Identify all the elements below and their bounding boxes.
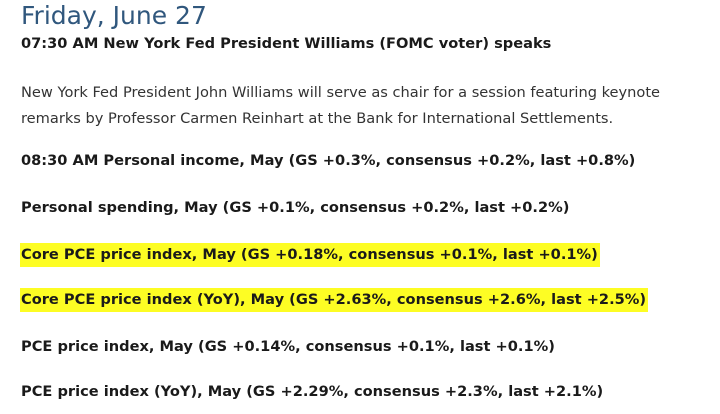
description-line-1: New York Fed President John Williams wil…	[21, 84, 661, 101]
event-pce-yoy: PCE price index (YoY), May (GS +2.29%, c…	[21, 383, 604, 400]
event-pce-mom: PCE price index, May (GS +0.14%, consens…	[21, 338, 555, 355]
event-williams-speech: 07:30 AM New York Fed President Williams…	[21, 35, 552, 52]
event-personal-income: 08:30 AM Personal income, May (GS +0.3%,…	[21, 152, 636, 169]
description-line-2: remarks by Professor Carmen Reinhart at …	[21, 110, 614, 127]
event-personal-spending: Personal spending, May (GS +0.1%, consen…	[21, 199, 570, 216]
event-core-pce-yoy: Core PCE price index (YoY), May (GS +2.6…	[20, 288, 649, 312]
event-core-pce-mom: Core PCE price index, May (GS +0.18%, co…	[20, 243, 600, 267]
event-description: New York Fed President John Williams wil…	[21, 80, 711, 132]
date-heading: Friday, June 27	[21, 1, 207, 30]
